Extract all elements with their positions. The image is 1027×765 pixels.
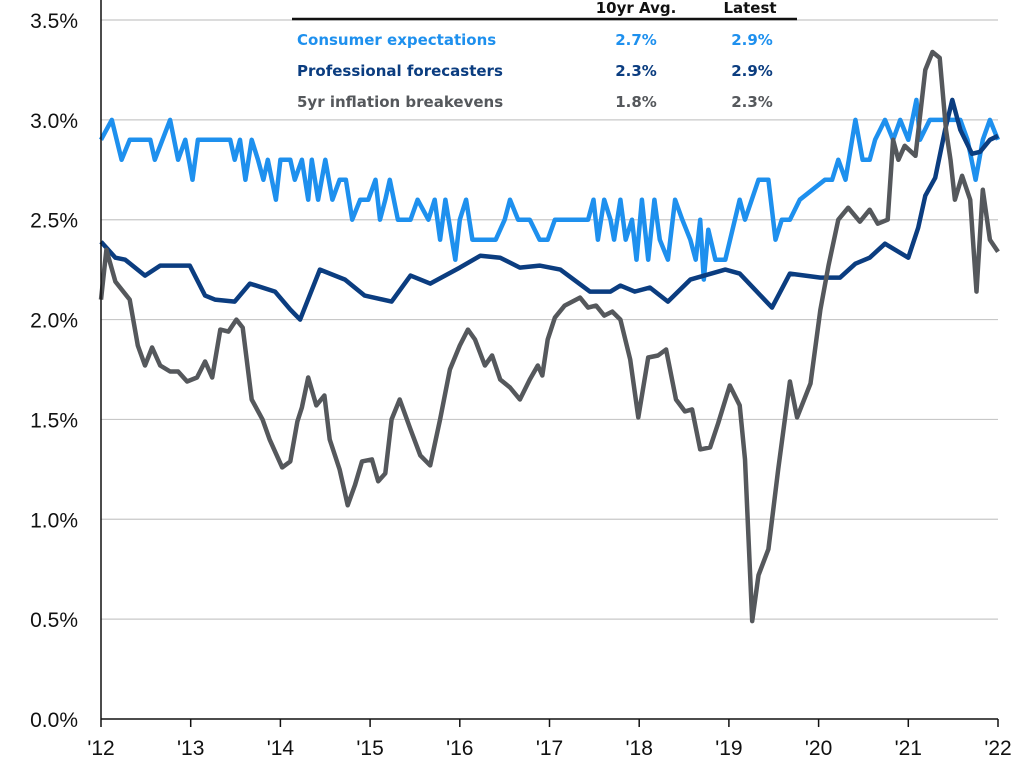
series-line-0 <box>99 97 1001 282</box>
x-tick-label: '18 <box>626 737 653 760</box>
legend-series-name: Consumer expectations <box>297 31 496 49</box>
x-tick-label: '13 <box>177 737 204 760</box>
x-tick-label: '22 <box>984 737 1011 760</box>
y-tick-label: 2.5% <box>30 210 78 233</box>
legend-table: 10yr Avg. Latest Consumer expectations 2.… <box>292 0 797 111</box>
y-tick-label: 1.5% <box>30 409 78 432</box>
y-tick-label: 3.0% <box>30 110 78 133</box>
legend-header-latest: Latest <box>723 0 776 17</box>
legend-series-latest: 2.3% <box>731 93 773 111</box>
y-tick-label: 1.0% <box>30 509 78 532</box>
series-line-2 <box>98 49 1000 624</box>
legend-series-name: 5yr inflation breakevens <box>297 93 503 111</box>
x-tick-label: '20 <box>805 737 832 760</box>
legend-series-avg: 2.3% <box>615 62 657 80</box>
legend-series-avg: 2.7% <box>615 31 657 49</box>
axes: 0.0% 0.5% 1.0% 1.5% 2.0% 2.5% 3.0% 3.5% '12 '13 '1… <box>30 0 1012 760</box>
series-lines <box>98 49 1001 624</box>
x-tick-label: '21 <box>895 737 922 760</box>
y-tick-label: 0.5% <box>30 609 78 632</box>
x-tick-label: '19 <box>715 737 742 760</box>
legend-series-avg: 1.8% <box>615 93 657 111</box>
y-tick-label: 3.5% <box>30 10 78 33</box>
series-line-1 <box>99 97 999 322</box>
x-tick-label: '16 <box>446 737 473 760</box>
y-tick-label: 2.0% <box>30 310 78 333</box>
legend-series-latest: 2.9% <box>731 62 773 80</box>
x-tick-label: '12 <box>87 737 114 760</box>
legend-series-name: Professional forecasters <box>297 62 503 80</box>
x-tick-label: '17 <box>536 737 563 760</box>
legend-header-avg: 10yr Avg. <box>596 0 677 17</box>
x-tick-label: '15 <box>356 737 383 760</box>
gridlines <box>101 19 998 620</box>
y-tick-label: 0.0% <box>30 709 78 732</box>
x-tick-label: '14 <box>267 737 295 760</box>
legend-series-latest: 2.9% <box>731 31 773 49</box>
